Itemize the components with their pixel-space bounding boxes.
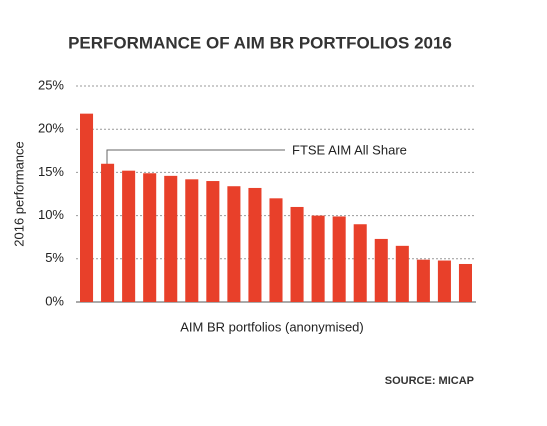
chart-title: PERFORMANCE OF AIM BR PORTFOLIOS 2016 xyxy=(68,33,452,52)
bar xyxy=(185,179,199,302)
y-tick-label: 10% xyxy=(38,207,64,222)
bar xyxy=(332,216,346,302)
bar xyxy=(143,173,157,302)
x-axis-label: AIM BR portfolios (anonymised) xyxy=(180,319,364,334)
bar xyxy=(269,198,283,302)
y-tick-label: 15% xyxy=(38,164,64,179)
source: SOURCE: MICAP xyxy=(385,375,474,387)
bar xyxy=(122,170,136,302)
bar xyxy=(458,263,472,302)
y-axis-label: 2016 performance xyxy=(11,141,26,247)
bar xyxy=(164,175,178,302)
bar xyxy=(101,163,115,302)
bar xyxy=(311,215,325,302)
bar xyxy=(248,187,262,302)
bar xyxy=(374,238,388,302)
annotation: FTSE AIM All Share xyxy=(292,142,407,157)
bar xyxy=(227,186,241,302)
bar xyxy=(395,245,409,302)
bar xyxy=(416,259,430,302)
bar xyxy=(290,206,304,302)
bar xyxy=(80,113,94,302)
bar xyxy=(353,224,367,302)
y-tick-label: 20% xyxy=(38,121,64,136)
bar xyxy=(206,181,220,302)
y-tick-label: 25% xyxy=(38,77,64,92)
y-tick-label: 5% xyxy=(45,250,64,265)
annotation-leader xyxy=(106,149,285,168)
bar xyxy=(437,260,451,302)
y-tick-label: 0% xyxy=(45,293,64,308)
